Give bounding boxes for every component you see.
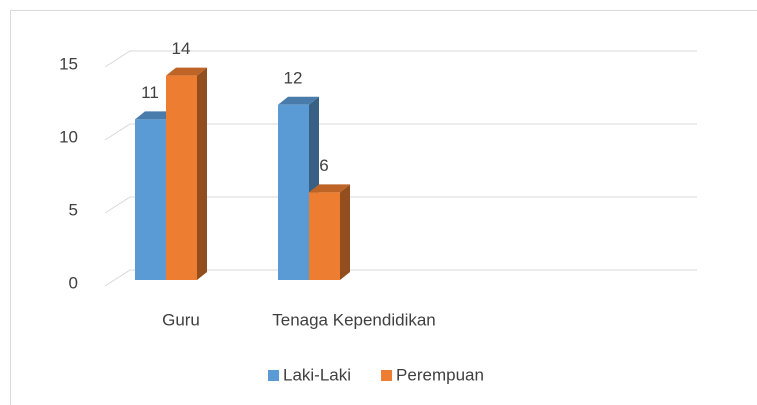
bar-side [197, 67, 207, 280]
legend-swatch [381, 370, 393, 381]
bar [309, 184, 350, 280]
bar-front [135, 119, 166, 281]
grid-line [104, 269, 697, 287]
bar-front [309, 192, 340, 280]
legend-label: Perempuan [396, 365, 484, 384]
bar [166, 67, 207, 280]
grid-line [104, 50, 697, 68]
data-label: 12 [284, 68, 303, 87]
y-tick-label: 0 [69, 273, 78, 292]
bar-top [309, 184, 350, 193]
bar-side [340, 184, 350, 280]
bar-top [278, 96, 319, 105]
grid-line [104, 123, 697, 141]
legend-label: Laki-Laki [283, 365, 351, 384]
data-label: 11 [141, 83, 159, 102]
legend-swatch [268, 370, 279, 381]
grid-line [104, 196, 697, 214]
y-tick-label: 10 [59, 127, 78, 146]
y-tick-label: 15 [59, 54, 78, 73]
bar-top [166, 67, 207, 76]
y-tick-label: 5 [69, 200, 78, 219]
bar-front [278, 104, 309, 280]
chart-frame [10, 10, 757, 405]
bar-top [135, 111, 176, 120]
x-tick-label: Tenaga Kependidikan [272, 310, 436, 329]
x-tick-label: Guru [162, 310, 200, 329]
data-label: 6 [319, 156, 328, 175]
bar-front [166, 75, 197, 280]
data-label: 14 [172, 39, 191, 58]
